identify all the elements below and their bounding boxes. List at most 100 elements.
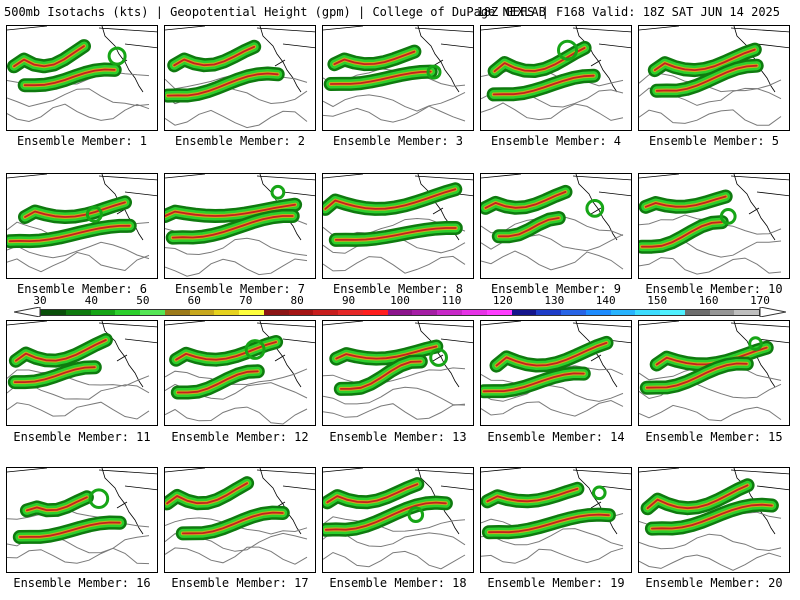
isotach-map-plot bbox=[639, 26, 789, 126]
height-contour bbox=[481, 102, 624, 121]
header-valid-time: 18Z GEFS | F168 Valid: 18Z SAT JUN 14 20… bbox=[476, 5, 780, 19]
jet-core bbox=[176, 370, 259, 394]
height-contour bbox=[7, 547, 150, 565]
coastline-outline bbox=[481, 174, 631, 241]
coastline-outline bbox=[7, 26, 157, 93]
jet-core bbox=[334, 227, 457, 241]
isotach-band bbox=[323, 184, 460, 214]
ensemble-member-label: Ensemble Member: 19 bbox=[487, 576, 625, 590]
jet-core bbox=[653, 48, 756, 71]
ensemble-member-label: Ensemble Member: 15 bbox=[645, 430, 783, 444]
isotach-map-plot bbox=[481, 174, 631, 271]
jet-core bbox=[173, 45, 256, 67]
height-contour bbox=[165, 258, 308, 277]
legend-color-swatch bbox=[189, 310, 215, 315]
height-contour bbox=[7, 103, 150, 123]
ensemble-member-map bbox=[480, 25, 632, 131]
height-contour bbox=[481, 399, 624, 417]
jet-core bbox=[492, 74, 595, 96]
vortex-isotach-ring bbox=[88, 488, 110, 510]
jet-core bbox=[13, 45, 85, 68]
isotach-map-plot bbox=[639, 174, 789, 275]
jet-core bbox=[325, 501, 447, 531]
ensemble-member-map bbox=[6, 173, 158, 279]
legend-color-swatch bbox=[214, 310, 240, 315]
ensemble-member-map bbox=[322, 320, 474, 426]
ensemble-member-label: Ensemble Member: 8 bbox=[332, 282, 464, 296]
ensemble-member-label: Ensemble Member: 18 bbox=[329, 576, 467, 590]
ensemble-member-map bbox=[480, 467, 632, 573]
ensemble-member-map bbox=[322, 173, 474, 279]
jet-core bbox=[324, 188, 457, 210]
legend-color-swatch bbox=[65, 310, 91, 315]
jet-core bbox=[181, 511, 284, 535]
height-contour bbox=[165, 406, 308, 425]
height-contour bbox=[639, 109, 782, 126]
height-contour bbox=[323, 516, 466, 532]
jet-core bbox=[26, 496, 88, 512]
jet-core bbox=[15, 339, 107, 362]
ensemble-member-label: Ensemble Member: 17 bbox=[171, 576, 309, 590]
isotach-map-plot bbox=[481, 468, 631, 564]
height-contour bbox=[481, 250, 624, 271]
legend-color-swatch bbox=[462, 310, 487, 315]
jet-core bbox=[18, 521, 121, 538]
ensemble-member-map bbox=[164, 320, 316, 426]
ensemble-member-map bbox=[480, 173, 632, 279]
vortex-isotach-ring bbox=[426, 64, 442, 80]
jet-core bbox=[640, 221, 723, 248]
legend-tick-label: 90 bbox=[341, 294, 356, 307]
isotach-map-plot bbox=[165, 174, 315, 277]
coastline-outline bbox=[639, 174, 789, 241]
isotach-map-plot bbox=[165, 468, 315, 565]
legend-color-swatch bbox=[511, 310, 537, 315]
ensemble-member-map bbox=[6, 467, 158, 573]
height-contour bbox=[481, 528, 624, 547]
vortex-isotach-ring bbox=[585, 199, 605, 218]
jet-core bbox=[171, 215, 294, 239]
legend-color-swatch bbox=[362, 310, 388, 315]
ensemble-member-map bbox=[322, 25, 474, 131]
height-contour bbox=[7, 251, 150, 273]
jet-core bbox=[166, 482, 248, 505]
isotach-map-plot bbox=[7, 26, 157, 123]
isotach-map-plot bbox=[481, 26, 631, 121]
height-contour bbox=[323, 550, 466, 570]
isotach-map-plot bbox=[323, 468, 473, 570]
height-contour bbox=[639, 552, 782, 571]
ensemble-member-map bbox=[480, 320, 632, 426]
ensemble-member-map bbox=[6, 25, 158, 131]
legend-tick-label: 120 bbox=[492, 294, 513, 307]
ensemble-member-label: Ensemble Member: 5 bbox=[648, 134, 780, 148]
header-title: 500mb Isotachs (kts) | Geopotential Heig… bbox=[4, 5, 546, 19]
vortex-isotach-ring bbox=[748, 336, 763, 351]
vortex-isotach-ring bbox=[719, 208, 737, 225]
ensemble-member-label: Ensemble Member: 6 bbox=[16, 282, 148, 296]
ensemble-member-label: Ensemble Member: 11 bbox=[13, 430, 151, 444]
legend-color-swatch bbox=[437, 310, 463, 315]
height-contour bbox=[639, 533, 782, 552]
jet-core bbox=[497, 217, 560, 238]
legend-color-swatch bbox=[115, 310, 141, 315]
ensemble-member-label: Ensemble Member: 7 bbox=[174, 282, 306, 296]
isotach-map-plot bbox=[165, 26, 315, 129]
jet-core bbox=[484, 191, 567, 209]
ensemble-member-label: Ensemble Member: 10 bbox=[645, 282, 783, 296]
ensemble-member-map bbox=[164, 467, 316, 573]
jet-core bbox=[655, 64, 758, 92]
vortex-isotach-ring bbox=[107, 46, 127, 66]
legend-color-swatch bbox=[412, 310, 438, 315]
isotach-color-legend: 30 40 50 60 70 80 90 100 110 120 130 140 150 160 170 bbox=[0, 295, 800, 321]
isotach-map-plot bbox=[481, 321, 631, 417]
legend-color-swatch bbox=[734, 310, 760, 315]
legend-color-swatch bbox=[684, 310, 710, 315]
legend-color-swatch bbox=[239, 310, 264, 315]
legend-tick-label: 140 bbox=[595, 294, 616, 307]
legend-tick-label: 100 bbox=[390, 294, 410, 307]
legend-color-swatch bbox=[610, 310, 636, 315]
legend-color-swatch bbox=[387, 310, 413, 315]
height-contour bbox=[165, 368, 308, 386]
vortex-isotach-ring bbox=[429, 348, 448, 367]
vortex-isotach-ring bbox=[592, 485, 607, 501]
legend-color-swatch bbox=[313, 310, 339, 315]
